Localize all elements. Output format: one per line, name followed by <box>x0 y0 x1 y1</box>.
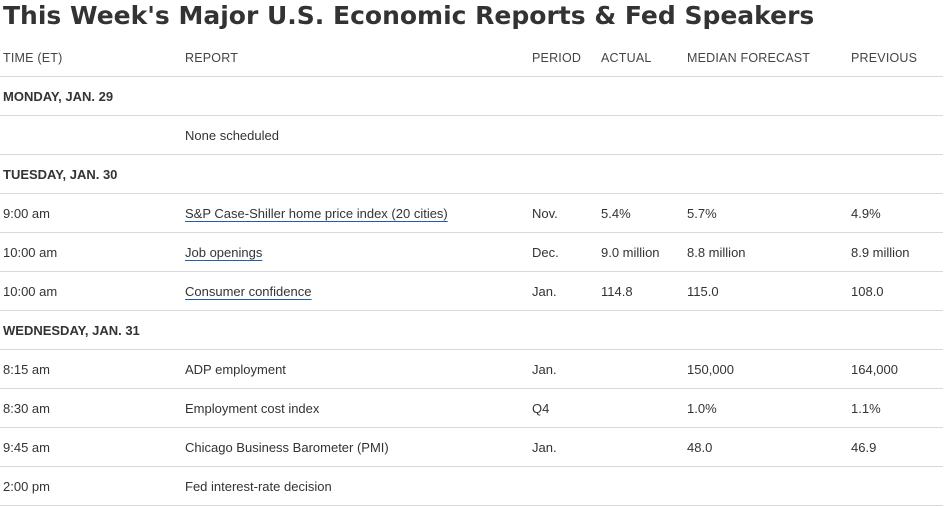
cell-actual: 5.4% <box>598 193 684 233</box>
report-link-case-shiller[interactable]: S&P Case-Shiller home price index (20 ci… <box>185 205 448 221</box>
day-label: WEDNESDAY, JAN. 31 <box>0 310 943 350</box>
day-row-tuesday: TUESDAY, JAN. 30 <box>0 154 943 194</box>
cell-previous: 1.1% <box>848 388 943 428</box>
column-header-actual: ACTUAL <box>598 40 684 77</box>
report-link-consumer-confidence[interactable]: Consumer confidence <box>185 283 312 299</box>
cell-median-forecast: 1.0% <box>684 388 848 428</box>
table-row: 8:30 am Employment cost index Q4 1.0% 1.… <box>0 388 943 428</box>
table-row: 9:00 am S&P Case-Shiller home price inde… <box>0 193 943 233</box>
table-row: None scheduled <box>0 115 943 155</box>
cell-previous: 46.9 <box>848 427 943 467</box>
cell-median-forecast <box>684 115 848 155</box>
cell-report: Fed interest-rate decision <box>182 466 529 506</box>
cell-median-forecast <box>684 466 848 506</box>
cell-report: ADP employment <box>182 349 529 389</box>
cell-previous: 164,000 <box>848 349 943 389</box>
table-row: 10:00 am Consumer confidence Jan. 114.8 … <box>0 271 943 311</box>
cell-actual <box>598 466 684 506</box>
cell-period: Jan. <box>529 427 598 467</box>
cell-time: 2:00 pm <box>0 466 182 506</box>
cell-period: Dec. <box>529 232 598 272</box>
cell-report: Employment cost index <box>182 388 529 428</box>
column-header-time: TIME (ET) <box>0 40 182 77</box>
cell-time: 9:45 am <box>0 427 182 467</box>
column-header-report: REPORT <box>182 40 529 77</box>
column-header-period: PERIOD <box>529 40 598 77</box>
cell-previous: 108.0 <box>848 271 943 311</box>
cell-previous: 8.9 million <box>848 232 943 272</box>
cell-actual <box>598 427 684 467</box>
cell-time: 8:30 am <box>0 388 182 428</box>
cell-period: Jan. <box>529 271 598 311</box>
column-header-previous: PREVIOUS <box>848 40 943 77</box>
day-label: TUESDAY, JAN. 30 <box>0 154 943 194</box>
cell-median-forecast: 8.8 million <box>684 232 848 272</box>
table-row: 9:45 am Chicago Business Barometer (PMI)… <box>0 427 943 467</box>
cell-period <box>529 115 598 155</box>
cell-actual <box>598 388 684 428</box>
cell-median-forecast: 48.0 <box>684 427 848 467</box>
cell-actual: 114.8 <box>598 271 684 311</box>
cell-period: Jan. <box>529 349 598 389</box>
cell-median-forecast: 5.7% <box>684 193 848 233</box>
cell-actual: 9.0 million <box>598 232 684 272</box>
table-row: 2:00 pm Fed interest-rate decision <box>0 466 943 506</box>
cell-actual <box>598 349 684 389</box>
cell-time: 9:00 am <box>0 193 182 233</box>
cell-previous <box>848 466 943 506</box>
day-row-monday: MONDAY, JAN. 29 <box>0 76 943 116</box>
cell-report: S&P Case-Shiller home price index (20 ci… <box>182 193 529 233</box>
column-header-median-forecast: MEDIAN FORECAST <box>684 40 848 77</box>
cell-time: 8:15 am <box>0 349 182 389</box>
cell-previous <box>848 115 943 155</box>
cell-period: Q4 <box>529 388 598 428</box>
table-header-row: TIME (ET) REPORT PERIOD ACTUAL MEDIAN FO… <box>0 40 943 77</box>
page-title: This Week's Major U.S. Economic Reports … <box>3 1 815 30</box>
cell-report: None scheduled <box>182 115 529 155</box>
cell-previous: 4.9% <box>848 193 943 233</box>
table-row: 10:00 am Job openings Dec. 9.0 million 8… <box>0 232 943 272</box>
cell-period: Nov. <box>529 193 598 233</box>
cell-report: Consumer confidence <box>182 271 529 311</box>
cell-time: 10:00 am <box>0 271 182 311</box>
cell-time <box>0 115 182 155</box>
day-row-wednesday: WEDNESDAY, JAN. 31 <box>0 310 943 350</box>
cell-report: Job openings <box>182 232 529 272</box>
cell-report: Chicago Business Barometer (PMI) <box>182 427 529 467</box>
cell-period <box>529 466 598 506</box>
table-row: 8:15 am ADP employment Jan. 150,000 164,… <box>0 349 943 389</box>
cell-median-forecast: 150,000 <box>684 349 848 389</box>
report-link-job-openings[interactable]: Job openings <box>185 244 263 260</box>
cell-time: 10:00 am <box>0 232 182 272</box>
economic-reports-table: TIME (ET) REPORT PERIOD ACTUAL MEDIAN FO… <box>0 40 943 506</box>
cell-actual <box>598 115 684 155</box>
cell-median-forecast: 115.0 <box>684 271 848 311</box>
day-label: MONDAY, JAN. 29 <box>0 76 943 116</box>
